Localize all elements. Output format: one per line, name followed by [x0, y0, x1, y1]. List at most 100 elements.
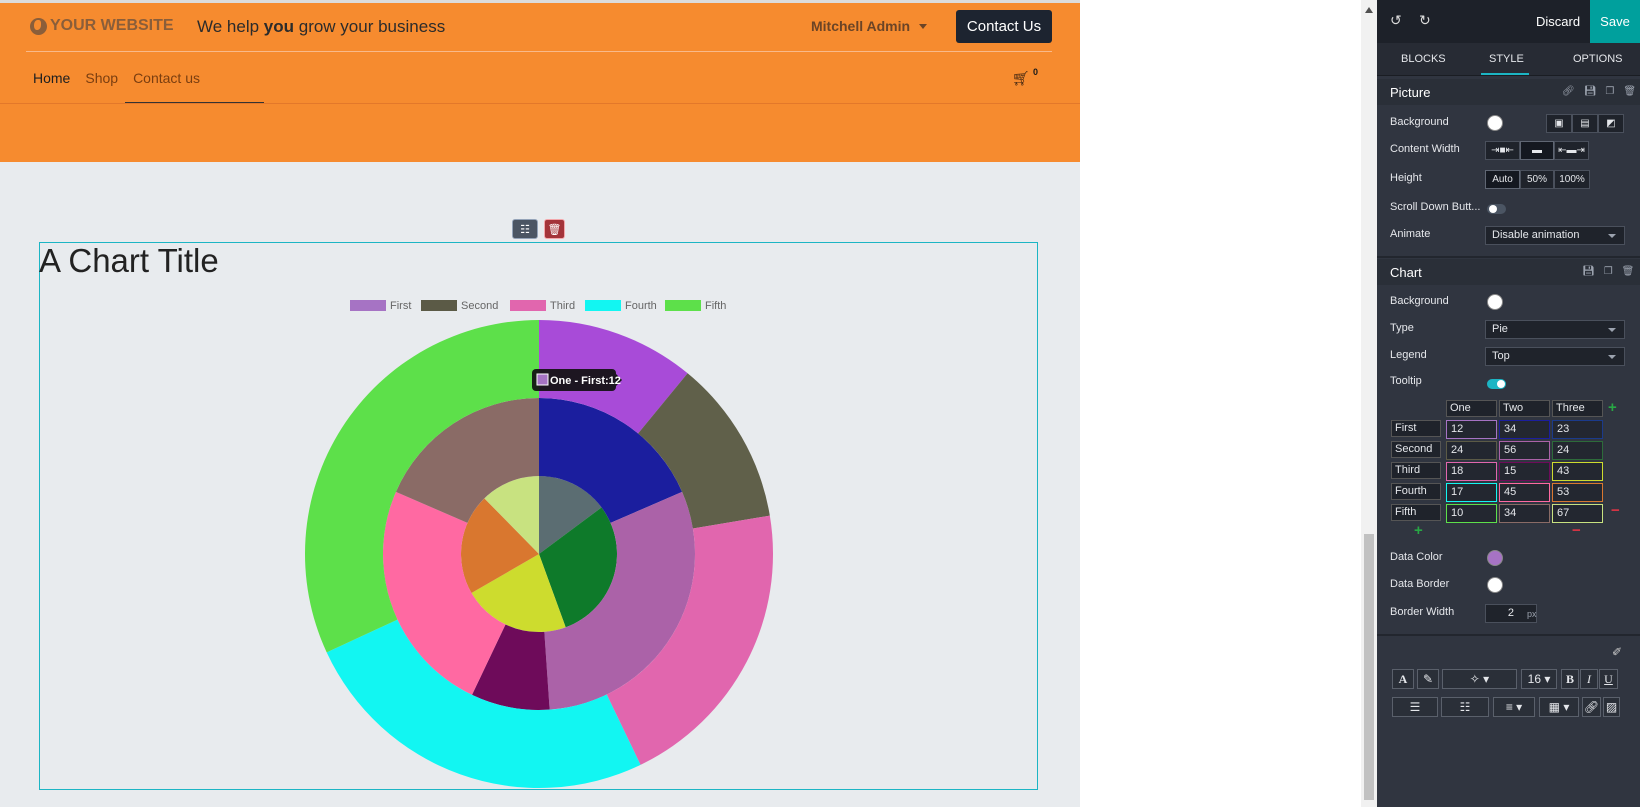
nav-item-shop[interactable]: Shop	[85, 70, 119, 86]
data-cell[interactable]: 12	[1446, 420, 1497, 439]
chart-type-select[interactable]: Pie	[1485, 320, 1625, 339]
undo-icon[interactable]: ↺	[1390, 12, 1402, 28]
row-header-first[interactable]: First	[1391, 420, 1441, 437]
page-scrollbar[interactable]	[1361, 0, 1377, 807]
data-cell[interactable]: 15	[1499, 462, 1550, 481]
scroll-up-icon[interactable]	[1365, 7, 1373, 13]
data-cell[interactable]: 67	[1552, 504, 1603, 523]
data-cell[interactable]: 34	[1499, 420, 1550, 439]
pie-slice-one-fourth[interactable]	[461, 498, 539, 593]
fluid-width-icon[interactable]: ⇤▬⇥	[1554, 141, 1589, 160]
row-header-fourth[interactable]: Fourth	[1391, 483, 1441, 500]
image-icon[interactable]: ▨	[1603, 697, 1620, 717]
numbered-list-icon[interactable]: ☷	[1441, 697, 1489, 717]
delete-icon[interactable]: 🗑︎	[1621, 266, 1635, 277]
pie-slice-one-first[interactable]	[539, 476, 602, 554]
pie-slice-two-second[interactable]	[544, 491, 696, 710]
legend-label[interactable]: First	[390, 300, 411, 312]
chart-title[interactable]: A Chart Title	[39, 242, 219, 279]
pie-slice-two-fourth[interactable]	[383, 491, 506, 695]
data-cell[interactable]: 23	[1552, 420, 1603, 439]
data-cell[interactable]: 17	[1446, 483, 1497, 502]
link-icon[interactable]: 🔗︎	[1582, 697, 1601, 717]
pie-slice-three-second[interactable]	[638, 373, 770, 529]
row-header-second[interactable]: Second	[1391, 441, 1441, 458]
tab-options[interactable]: OPTIONS	[1573, 53, 1623, 65]
legend-label[interactable]: Fourth	[625, 300, 657, 312]
font-size-select[interactable]: 16 ▾	[1521, 669, 1557, 689]
legend-swatch[interactable]	[585, 300, 621, 311]
pie-slice-three-fifth[interactable]	[305, 320, 539, 653]
pie-slice-two-first[interactable]	[539, 398, 683, 523]
pie-slice-one-fifth[interactable]	[484, 476, 539, 554]
data-cell[interactable]: 56	[1499, 441, 1550, 460]
underline-icon[interactable]: U	[1599, 669, 1618, 689]
data-cell[interactable]: 24	[1446, 441, 1497, 460]
save-icon[interactable]: 💾︎	[1583, 86, 1597, 97]
chart-legend-select[interactable]: Top	[1485, 347, 1625, 366]
contact-us-button[interactable]: Contact Us	[956, 10, 1052, 43]
data-cell[interactable]: 43	[1552, 462, 1603, 481]
chart-background-swatch[interactable]	[1487, 294, 1503, 310]
tooltip-toggle[interactable]	[1487, 379, 1506, 389]
scroll-down-toggle[interactable]	[1487, 204, 1506, 214]
align-icon[interactable]: ≡ ▾	[1493, 697, 1535, 717]
data-cell[interactable]: 45	[1499, 483, 1550, 502]
height-100-button[interactable]: 100%	[1554, 170, 1590, 189]
bullet-list-icon[interactable]: ☰	[1392, 697, 1438, 717]
narrow-width-icon[interactable]: ⇥■⇤	[1485, 141, 1520, 160]
chart-snippet-outline[interactable]	[39, 242, 1038, 790]
column-header-one[interactable]: One	[1446, 400, 1497, 417]
nav-item-contact[interactable]: Contact us	[133, 70, 200, 86]
nav-item-home[interactable]: Home	[33, 70, 71, 86]
animate-select[interactable]: Disable animation	[1485, 226, 1625, 245]
data-color-swatch[interactable]	[1487, 550, 1503, 566]
pie-slice-one-third[interactable]	[471, 554, 566, 633]
row-header-fifth[interactable]: Fifth	[1391, 504, 1441, 521]
cart-icon[interactable]: 🛒︎	[1012, 70, 1030, 86]
redo-icon[interactable]: ↻	[1419, 12, 1431, 28]
save-button[interactable]: Save	[1590, 0, 1640, 43]
data-cell[interactable]: 18	[1446, 462, 1497, 481]
bold-icon[interactable]: B	[1561, 669, 1579, 689]
legend-label[interactable]: Fifth	[705, 300, 726, 312]
data-cell[interactable]: 10	[1446, 504, 1497, 523]
pie-slice-three-third[interactable]	[606, 515, 773, 765]
discard-button[interactable]: Discard	[1536, 14, 1581, 29]
remove-row-icon[interactable]: −	[1611, 502, 1620, 519]
legend-swatch[interactable]	[665, 300, 701, 311]
height-auto-button[interactable]: Auto	[1485, 170, 1520, 189]
eraser-icon[interactable]: ✐	[1612, 645, 1623, 659]
data-border-swatch[interactable]	[1487, 577, 1503, 593]
site-logo[interactable]: YOUR WEBSITE	[30, 17, 174, 35]
pie-slice-two-fifth[interactable]	[395, 398, 539, 523]
font-color-icon[interactable]: A	[1392, 669, 1414, 689]
trash-icon[interactable]: 🗑︎	[544, 219, 565, 239]
scrollbar-thumb[interactable]	[1364, 534, 1374, 800]
pie-slice-three-fourth[interactable]	[326, 619, 641, 789]
tab-style[interactable]: STYLE	[1489, 53, 1524, 65]
camera-icon[interactable]: ▣	[1546, 114, 1572, 133]
picture-background-swatch[interactable]	[1487, 115, 1503, 131]
move-handle-icon[interactable]: ☷	[512, 219, 538, 239]
add-row-icon[interactable]: +	[1414, 522, 1423, 539]
brush-icon[interactable]: ✎	[1417, 669, 1439, 689]
header-tagline[interactable]: We help you grow your business	[197, 17, 445, 37]
data-cell[interactable]: 34	[1499, 504, 1550, 523]
data-cell[interactable]: 53	[1552, 483, 1603, 502]
tab-blocks[interactable]: BLOCKS	[1401, 53, 1446, 65]
full-width-icon[interactable]: ▬	[1520, 141, 1554, 160]
duplicate-icon[interactable]: ❐	[1603, 266, 1613, 277]
remove-column-icon[interactable]: −	[1572, 522, 1581, 539]
legend-swatch[interactable]	[421, 300, 457, 311]
data-cell[interactable]: 24	[1552, 441, 1603, 460]
gradient-icon[interactable]: ◩	[1598, 114, 1624, 133]
save-icon[interactable]: 💾︎	[1582, 266, 1595, 277]
video-icon[interactable]: ▤	[1572, 114, 1598, 133]
link-icon[interactable]: 🔗︎	[1562, 86, 1575, 97]
legend-label[interactable]: Third	[550, 300, 575, 312]
row-header-third[interactable]: Third	[1391, 462, 1441, 479]
height-50-button[interactable]: 50%	[1520, 170, 1554, 189]
legend-swatch[interactable]	[510, 300, 546, 311]
delete-icon[interactable]: 🗑︎	[1623, 86, 1637, 97]
